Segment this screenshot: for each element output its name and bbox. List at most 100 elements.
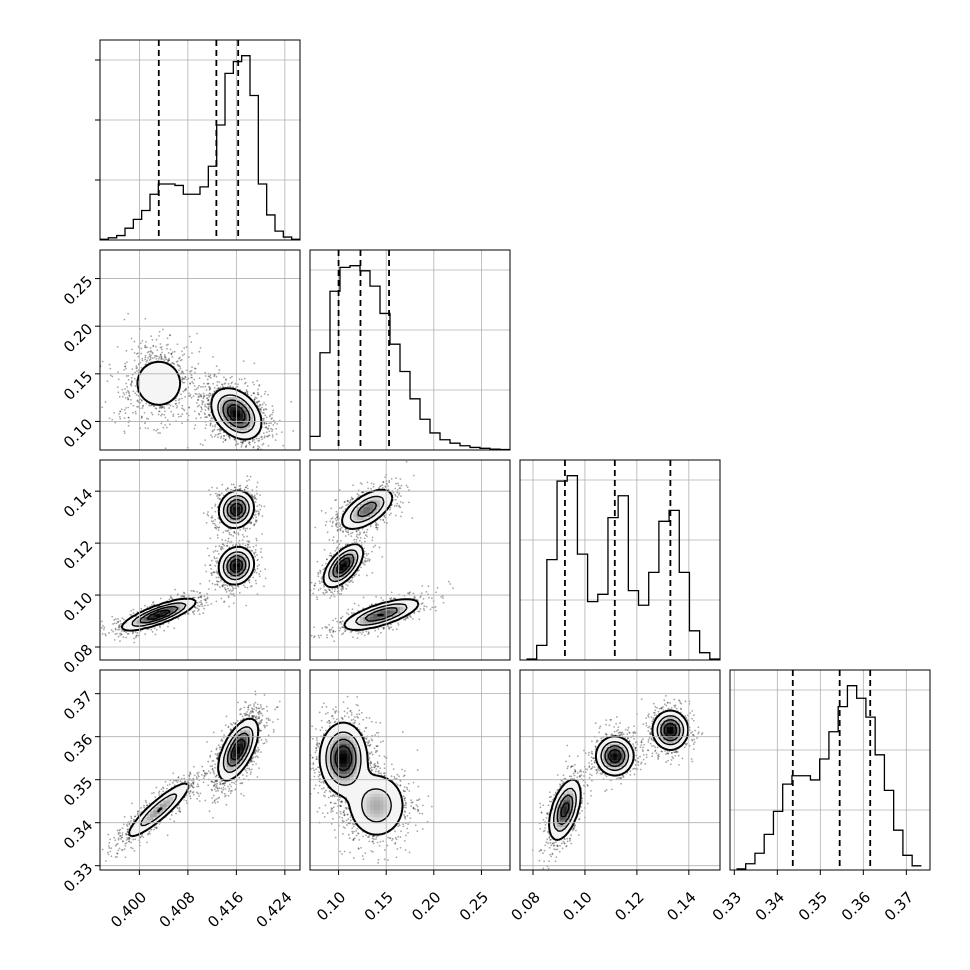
- sample-point: [130, 337, 133, 340]
- sample-point: [238, 539, 241, 542]
- sample-point: [104, 634, 107, 637]
- sample-point: [198, 350, 201, 353]
- sample-point: [190, 376, 192, 379]
- sample-point: [125, 361, 128, 364]
- sample-point: [125, 382, 128, 385]
- sample-point: [194, 606, 196, 609]
- sample-point: [254, 555, 257, 558]
- sample-point: [171, 351, 174, 354]
- sample-point: [140, 416, 143, 418]
- density-cell: [143, 620, 148, 624]
- sample-point: [131, 632, 134, 635]
- sample-point: [208, 405, 210, 408]
- sample-point: [258, 439, 261, 442]
- sample-point: [223, 544, 226, 547]
- density-cell: [220, 423, 224, 428]
- density-cell: [156, 386, 161, 391]
- sample-point: [172, 413, 175, 416]
- density-cell: [156, 363, 161, 368]
- density-cell: [233, 423, 238, 428]
- density-cell: [143, 616, 148, 621]
- sample-point: [196, 590, 198, 593]
- hist-panel-3: [729, 669, 931, 871]
- sample-point: [233, 438, 236, 441]
- sample-point: [119, 410, 122, 413]
- sample-point: [115, 618, 117, 620]
- sample-point: [205, 570, 208, 573]
- sample-point: [264, 408, 267, 410]
- sample-point: [181, 350, 183, 353]
- sample-point: [214, 433, 217, 436]
- sample-point: [226, 487, 229, 489]
- sample-point: [178, 357, 180, 360]
- panel-frame: [99, 249, 301, 451]
- sample-point: [216, 562, 218, 564]
- sample-point: [245, 486, 248, 489]
- density-cell: [253, 410, 258, 414]
- sample-point: [253, 438, 256, 441]
- sample-point: [164, 447, 167, 450]
- sample-point: [198, 392, 201, 395]
- density-cell: [163, 386, 168, 391]
- sample-point: [238, 591, 241, 594]
- sample-point: [249, 521, 251, 524]
- sample-point: [232, 602, 235, 605]
- density-cell: [226, 566, 231, 571]
- sample-point: [113, 638, 116, 641]
- density-cell: [150, 383, 154, 388]
- sample-point: [137, 345, 140, 348]
- sample-point: [151, 413, 154, 416]
- density-cell: [230, 550, 234, 554]
- sample-point: [214, 524, 217, 527]
- sample-point: [250, 549, 253, 552]
- sample-point: [95, 396, 97, 398]
- density-cell: [226, 400, 231, 404]
- sample-point: [200, 395, 203, 397]
- sample-point: [207, 511, 209, 513]
- density-cell: [246, 423, 251, 428]
- sample-point: [206, 416, 208, 418]
- sample-point: [191, 376, 193, 379]
- density-cell: [186, 603, 191, 608]
- sample-point: [117, 378, 120, 381]
- density-cell: [163, 396, 168, 401]
- density-cell: [153, 370, 158, 374]
- sample-point: [249, 527, 251, 530]
- sample-point: [240, 445, 243, 448]
- sample-point: [214, 583, 217, 586]
- sample-point: [127, 390, 130, 393]
- sample-point: [239, 441, 242, 444]
- sample-point: [217, 436, 219, 439]
- sample-point: [182, 377, 185, 380]
- sample-point: [172, 362, 175, 364]
- sample-point: [141, 340, 144, 342]
- density-cell: [226, 580, 231, 584]
- sample-point: [255, 516, 258, 519]
- sample-point: [156, 355, 159, 358]
- density-cell: [216, 396, 221, 401]
- sample-point: [211, 436, 214, 438]
- sample-point: [175, 406, 178, 409]
- sample-point: [243, 377, 246, 380]
- sample-point: [233, 595, 236, 597]
- scatter-panel-1-0: 0.100.150.200.25: [60, 249, 301, 451]
- density-cell: [223, 563, 228, 568]
- density-cell: [240, 396, 244, 401]
- density-cell: [153, 396, 158, 401]
- density-cell: [226, 520, 231, 524]
- sample-point: [201, 403, 203, 406]
- sample-point: [116, 345, 119, 348]
- density-cell: [256, 413, 261, 418]
- sample-point: [210, 417, 213, 420]
- sample-point: [259, 408, 262, 411]
- density-cell: [150, 400, 154, 404]
- sample-point: [152, 345, 155, 347]
- sample-point: [244, 529, 247, 532]
- sample-point: [168, 403, 171, 406]
- sample-point: [272, 409, 275, 412]
- sample-point: [226, 584, 229, 587]
- sample-point: [181, 378, 183, 381]
- sample-point: [262, 412, 265, 414]
- density-cell: [240, 403, 244, 408]
- sample-point: [213, 386, 216, 389]
